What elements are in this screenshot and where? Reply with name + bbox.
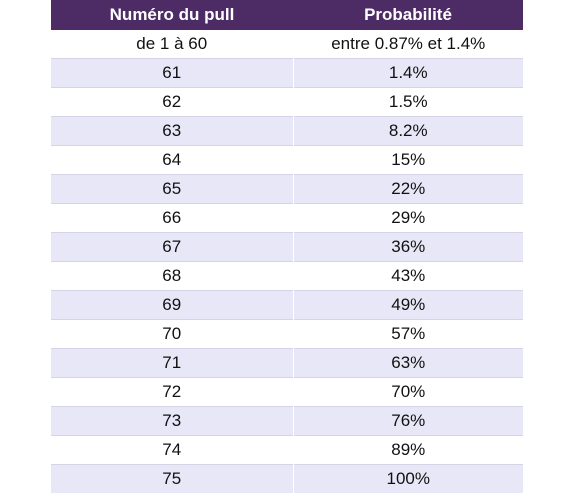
pull-probability-table-container: Numéro du pull Probabilité de 1 à 60 ent… [51, 0, 523, 493]
pull-number-cell: 62 [51, 87, 293, 117]
pull-number-cell: 66 [51, 203, 293, 233]
table-row: 71 63% [51, 348, 523, 378]
table-row: 73 76% [51, 406, 523, 436]
table-header-row: Numéro du pull Probabilité [51, 0, 523, 30]
table-row: 61 1.4% [51, 58, 523, 88]
table-body: de 1 à 60 entre 0.87% et 1.4% 61 1.4% 62… [51, 30, 523, 493]
pull-number-cell: 75 [51, 464, 293, 493]
pull-number-cell: 71 [51, 348, 293, 378]
table-row: 74 89% [51, 435, 523, 465]
probability-cell: 8.2% [292, 116, 523, 146]
table-row: 65 22% [51, 174, 523, 204]
pull-number-cell: 64 [51, 145, 293, 175]
probability-cell: 1.5% [292, 87, 523, 117]
table-row: 67 36% [51, 232, 523, 262]
table-row: 69 49% [51, 290, 523, 320]
table-header: Numéro du pull Probabilité [51, 0, 523, 30]
probability-cell: 36% [292, 232, 523, 262]
pull-number-cell: 74 [51, 435, 293, 465]
probability-cell: entre 0.87% et 1.4% [292, 30, 523, 59]
probability-cell: 70% [292, 377, 523, 407]
table-row: 68 43% [51, 261, 523, 291]
probability-cell: 76% [292, 406, 523, 436]
table-row: 66 29% [51, 203, 523, 233]
pull-number-cell: 61 [51, 58, 293, 88]
pull-number-cell: 63 [51, 116, 293, 146]
pull-number-cell: 65 [51, 174, 293, 204]
probability-cell: 100% [292, 464, 523, 493]
table-row: 70 57% [51, 319, 523, 349]
table-row: 72 70% [51, 377, 523, 407]
probability-cell: 43% [292, 261, 523, 291]
pull-number-cell: 68 [51, 261, 293, 291]
table-row: 75 100% [51, 464, 523, 493]
pull-number-cell: 73 [51, 406, 293, 436]
table-row: 63 8.2% [51, 116, 523, 146]
probability-cell: 1.4% [292, 58, 523, 88]
probability-cell: 29% [292, 203, 523, 233]
table-row: de 1 à 60 entre 0.87% et 1.4% [51, 30, 523, 59]
column-header-probability: Probabilité [293, 0, 523, 30]
pull-number-cell: de 1 à 60 [51, 30, 293, 59]
pull-number-cell: 72 [51, 377, 293, 407]
pull-number-cell: 67 [51, 232, 293, 262]
table-row: 64 15% [51, 145, 523, 175]
column-header-pull-number: Numéro du pull [51, 0, 293, 30]
probability-cell: 57% [292, 319, 523, 349]
probability-cell: 49% [292, 290, 523, 320]
probability-cell: 22% [292, 174, 523, 204]
pull-probability-table: Numéro du pull Probabilité de 1 à 60 ent… [51, 0, 523, 493]
probability-cell: 63% [292, 348, 523, 378]
table-row: 62 1.5% [51, 87, 523, 117]
pull-number-cell: 70 [51, 319, 293, 349]
probability-cell: 15% [292, 145, 523, 175]
pull-number-cell: 69 [51, 290, 293, 320]
probability-cell: 89% [292, 435, 523, 465]
